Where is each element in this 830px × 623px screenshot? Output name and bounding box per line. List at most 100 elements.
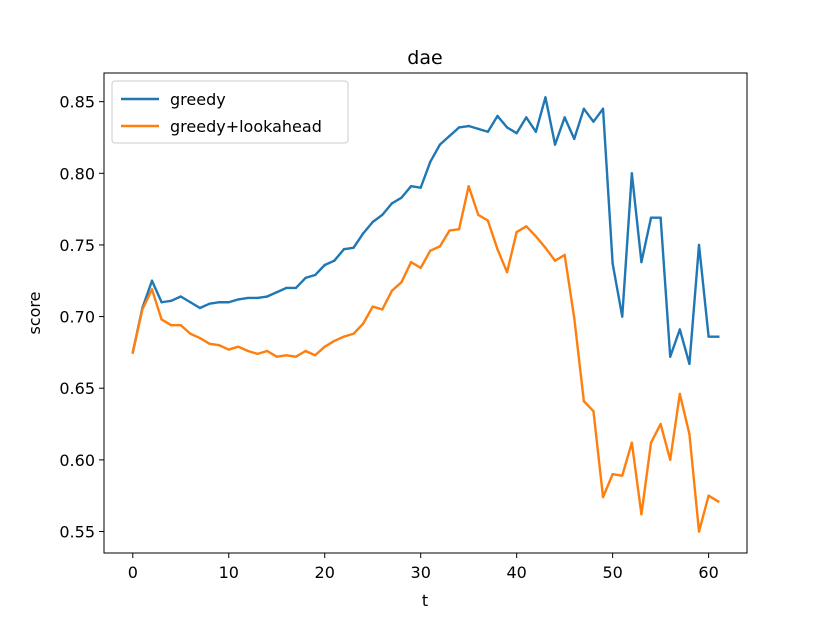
data-point-greedy-lookahead bbox=[573, 316, 576, 320]
data-point-greedy bbox=[678, 328, 682, 331]
chart-title: dae bbox=[407, 47, 442, 69]
data-point-greedy-lookahead bbox=[400, 280, 403, 284]
data-point-greedy bbox=[669, 355, 672, 358]
data-point-greedy-lookahead bbox=[275, 355, 278, 358]
data-point-greedy bbox=[323, 263, 326, 267]
data-point-greedy-lookahead bbox=[150, 288, 154, 291]
series-line-greedy bbox=[131, 96, 720, 366]
data-point-greedy-lookahead bbox=[198, 336, 202, 340]
data-point-greedy bbox=[553, 143, 557, 146]
data-point-greedy bbox=[505, 126, 509, 129]
data-point-greedy-lookahead bbox=[160, 318, 163, 321]
data-point-greedy bbox=[160, 301, 163, 304]
data-point-greedy-lookahead bbox=[688, 432, 691, 436]
data-point-greedy bbox=[649, 216, 653, 219]
x-tick-label: 50 bbox=[602, 563, 622, 582]
data-point-greedy-lookahead bbox=[697, 530, 701, 533]
data-point-greedy bbox=[227, 301, 230, 304]
data-point-greedy-lookahead bbox=[333, 339, 336, 343]
x-tick-label: 20 bbox=[315, 563, 335, 582]
data-point-greedy bbox=[333, 259, 336, 262]
data-point-greedy-lookahead bbox=[707, 494, 710, 497]
data-point-greedy bbox=[640, 260, 643, 264]
x-axis-label: t bbox=[422, 591, 428, 610]
data-point-greedy-lookahead bbox=[285, 354, 288, 357]
data-point-greedy-lookahead bbox=[208, 342, 211, 346]
data-point-greedy-lookahead bbox=[611, 472, 614, 476]
data-point-greedy-lookahead bbox=[457, 227, 461, 231]
data-point-greedy bbox=[419, 186, 422, 189]
data-point-greedy bbox=[477, 127, 480, 131]
y-tick-label: 0.65 bbox=[59, 379, 95, 398]
data-point-greedy bbox=[409, 184, 413, 188]
data-point-greedy bbox=[189, 301, 192, 304]
data-point-greedy-lookahead bbox=[381, 308, 384, 311]
data-point-greedy-lookahead bbox=[409, 260, 413, 264]
data-point-greedy-lookahead bbox=[563, 253, 566, 257]
data-point-greedy bbox=[217, 301, 221, 304]
data-point-greedy bbox=[429, 160, 432, 164]
data-point-greedy-lookahead bbox=[265, 349, 269, 353]
data-point-greedy bbox=[486, 130, 490, 133]
data-point-greedy bbox=[313, 273, 317, 277]
y-tick-label: 0.80 bbox=[59, 164, 95, 183]
data-point-greedy bbox=[573, 137, 576, 141]
data-point-greedy-lookahead bbox=[640, 513, 643, 516]
data-point-greedy-lookahead bbox=[342, 335, 346, 338]
data-point-greedy-lookahead bbox=[544, 246, 547, 250]
x-tick-label: 10 bbox=[219, 563, 239, 582]
data-point-greedy bbox=[208, 302, 211, 305]
data-point-greedy-lookahead bbox=[553, 259, 557, 262]
data-point-greedy-lookahead bbox=[169, 323, 173, 327]
data-point-greedy-lookahead bbox=[582, 399, 586, 403]
data-point-greedy bbox=[534, 130, 538, 133]
data-point-greedy-lookahead bbox=[304, 349, 307, 353]
data-point-greedy-lookahead bbox=[678, 392, 682, 396]
data-point-greedy bbox=[611, 262, 614, 265]
data-point-greedy-lookahead bbox=[467, 184, 470, 188]
data-point-greedy-lookahead bbox=[390, 289, 394, 292]
data-point-greedy-lookahead bbox=[659, 422, 662, 426]
data-point-greedy bbox=[630, 172, 634, 175]
legend: greedy greedy+lookahead bbox=[111, 80, 349, 144]
data-point-greedy-lookahead bbox=[717, 500, 720, 503]
data-point-greedy-lookahead bbox=[525, 225, 528, 228]
data-point-greedy bbox=[381, 213, 384, 217]
data-point-greedy-lookahead bbox=[179, 323, 182, 327]
data-point-greedy bbox=[707, 335, 710, 338]
legend-label-greedy: greedy bbox=[170, 90, 226, 109]
data-point-greedy-lookahead bbox=[371, 305, 374, 308]
data-point-greedy-lookahead bbox=[448, 229, 451, 232]
data-point-greedy bbox=[198, 306, 202, 310]
data-point-greedy bbox=[256, 296, 259, 300]
data-point-greedy bbox=[371, 220, 374, 224]
y-tick-label: 0.55 bbox=[59, 523, 95, 542]
data-point-greedy bbox=[621, 315, 624, 318]
data-point-greedy-lookahead bbox=[227, 348, 230, 351]
data-point-greedy bbox=[717, 335, 720, 338]
data-point-greedy-lookahead bbox=[237, 345, 240, 348]
data-point-greedy bbox=[438, 143, 442, 146]
data-point-greedy-lookahead bbox=[217, 344, 221, 347]
data-point-greedy bbox=[400, 196, 403, 199]
data-point-greedy bbox=[294, 286, 298, 290]
plot-frame bbox=[103, 72, 748, 554]
data-point-greedy bbox=[265, 295, 269, 298]
data-point-greedy-lookahead bbox=[621, 474, 624, 477]
x-tick-label: 40 bbox=[506, 563, 526, 582]
data-point-greedy bbox=[285, 286, 288, 290]
x-axis: 0 10 20 30 40 50 60 bbox=[128, 553, 719, 582]
data-point-greedy-lookahead bbox=[141, 308, 144, 311]
data-point-greedy bbox=[237, 298, 240, 301]
data-point-greedy bbox=[457, 126, 461, 129]
data-point-greedy-lookahead bbox=[419, 266, 422, 270]
y-tick-label: 0.85 bbox=[59, 93, 95, 112]
y-tick-label: 0.60 bbox=[59, 451, 95, 470]
y-axis: 0.55 0.60 0.65 0.70 0.75 0.80 0.85 bbox=[59, 93, 104, 542]
data-point-greedy-lookahead bbox=[534, 235, 538, 238]
data-point-greedy-lookahead bbox=[496, 248, 499, 251]
data-point-greedy-lookahead bbox=[486, 219, 490, 222]
data-point-greedy-lookahead bbox=[505, 270, 509, 274]
data-point-greedy bbox=[246, 296, 250, 300]
data-point-greedy bbox=[361, 232, 365, 235]
